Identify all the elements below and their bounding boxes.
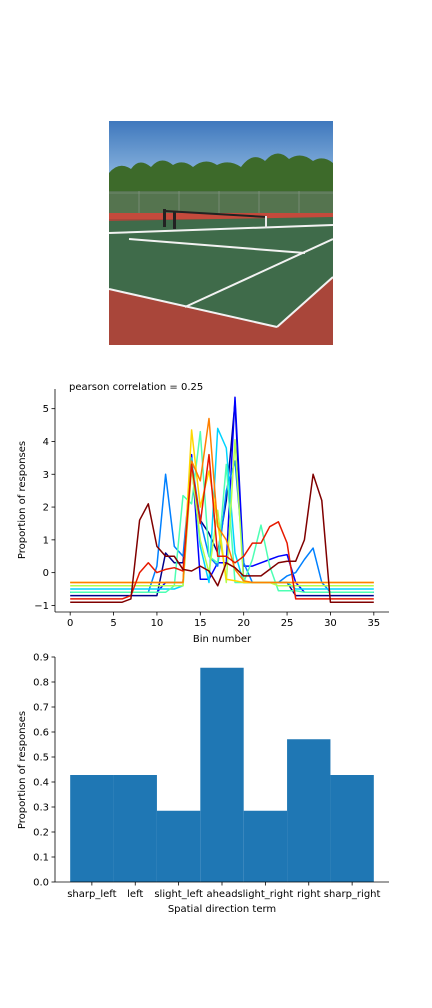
- bar-x-tick-label: right: [297, 889, 321, 900]
- line-x-tick-label: 35: [367, 618, 380, 629]
- line-series-1: [70, 396, 374, 594]
- bar-y-tick-label: 0.8: [33, 678, 49, 689]
- bar-y-tick-label: 0.1: [33, 853, 49, 864]
- bar-group: [70, 667, 374, 882]
- line-x-tick-label: 15: [194, 618, 207, 629]
- line-chart-title: pearson correlation = 0.25: [69, 382, 203, 393]
- bar-right: [287, 739, 331, 882]
- bar-y-tick-label: 0.9: [33, 653, 49, 664]
- bar-x-tick-label: sharp_left: [67, 889, 116, 900]
- bar-y-axis-label: Proportion of responses: [17, 711, 28, 829]
- line-x-ticks: 0 5 10 15 20 25 30 35: [67, 612, 380, 629]
- line-y-tick-label: 5: [43, 404, 49, 415]
- bar-x-tick-label: slight_right: [237, 889, 293, 900]
- bar-left: [113, 775, 157, 882]
- line-y-tick-label: 1: [43, 535, 49, 546]
- line-series-group: [70, 396, 374, 603]
- line-chart: pearson correlation = 0.25 −1 0 1 2 3 4 5 0 5 10…: [17, 382, 389, 645]
- bar-y-tick-label: 0.4: [33, 778, 49, 789]
- line-series-3: [70, 427, 374, 590]
- line-series-0: [70, 401, 374, 597]
- bar-sharp_right: [330, 775, 374, 882]
- bar-y-tick-label: 0.5: [33, 753, 49, 764]
- line-series-9: [70, 473, 374, 603]
- bar-x-tick-label: slight_left: [154, 889, 203, 900]
- bar-ahead: [200, 667, 244, 882]
- line-x-tick-label: 0: [67, 618, 73, 629]
- line-y-tick-label: 2: [43, 503, 49, 514]
- bar-x-tick-label: left: [127, 889, 143, 900]
- line-y-tick-label: 0: [43, 568, 49, 579]
- bar-x-ticks: sharp_left left slight_left ahead slight_rig…: [67, 882, 381, 900]
- line-x-tick-label: 30: [324, 618, 337, 629]
- line-x-axis-label: Bin number: [193, 634, 252, 645]
- bar-sharp_left: [70, 775, 114, 882]
- line-x-tick-label: 25: [281, 618, 294, 629]
- bar-y-tick-label: 0.2: [33, 828, 49, 839]
- bar-y-tick-label: 0.7: [33, 703, 49, 714]
- bar-y-tick-label: 0.6: [33, 728, 49, 739]
- line-y-ticks: −1 0 1 2 3 4 5: [34, 404, 55, 612]
- line-x-tick-label: 20: [237, 618, 250, 629]
- line-y-tick-label: 4: [43, 437, 49, 448]
- tennis-court-photo: [109, 121, 333, 345]
- bar-x-tick-label: sharp_right: [324, 889, 381, 900]
- bar-slight_left: [156, 810, 201, 882]
- line-x-tick-label: 5: [110, 618, 116, 629]
- line-y-tick-label: −1: [34, 601, 49, 612]
- line-series-7: [70, 417, 374, 584]
- bar-y-tick-label: 0.0: [33, 878, 49, 889]
- bar-y-tick-label: 0.3: [33, 803, 49, 814]
- line-series-5: [70, 439, 374, 587]
- line-y-axis-label: Proportion of responses: [17, 441, 28, 559]
- bar-x-axis-label: Spatial direction term: [168, 904, 276, 915]
- bar-chart: 0.0 0.1 0.2 0.3 0.4 0.5 0.6 0.7 0.8 0.9 sharp_lef…: [17, 653, 389, 915]
- bar-y-ticks: 0.0 0.1 0.2 0.3 0.4 0.5 0.6 0.7 0.8 0.9: [33, 653, 55, 889]
- line-series-4: [70, 430, 374, 594]
- line-series-8: [70, 453, 374, 600]
- bar-slight_right: [243, 810, 288, 882]
- line-x-tick-label: 10: [151, 618, 164, 629]
- line-y-tick-label: 3: [43, 470, 49, 481]
- bar-x-tick-label: ahead: [206, 889, 237, 900]
